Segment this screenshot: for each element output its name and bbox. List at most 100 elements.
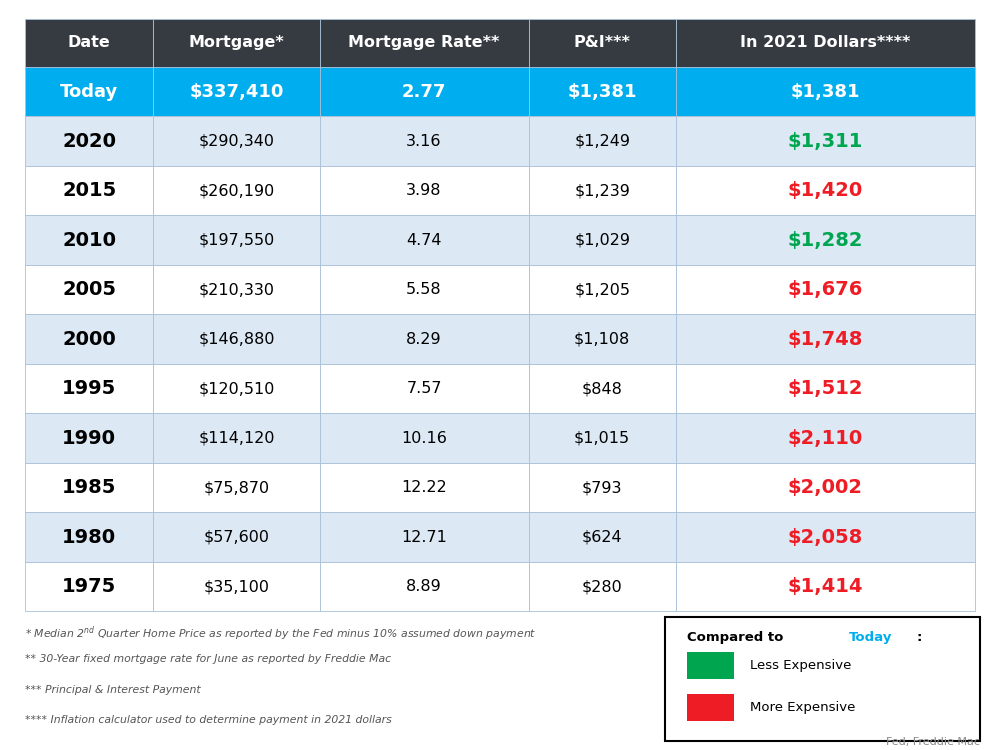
- Text: $2,058: $2,058: [788, 527, 863, 547]
- Text: Compared to: Compared to: [687, 631, 788, 644]
- Bar: [676, 562, 975, 611]
- Bar: [25, 19, 153, 67]
- Text: 1985: 1985: [62, 478, 116, 497]
- Bar: [25, 314, 153, 364]
- Bar: [320, 67, 528, 116]
- Text: 1990: 1990: [62, 428, 116, 448]
- Text: * Median 2$^{nd}$ Quarter Home Price as reported by the Fed minus 10% assumed do: * Median 2$^{nd}$ Quarter Home Price as …: [25, 624, 537, 643]
- Bar: [25, 512, 153, 562]
- Bar: [25, 265, 153, 314]
- Bar: [676, 265, 975, 314]
- Bar: [528, 166, 676, 215]
- Text: $290,340: $290,340: [198, 134, 274, 148]
- Text: 2000: 2000: [62, 329, 116, 349]
- Text: $1,205: $1,205: [574, 282, 630, 297]
- Text: Date: Date: [68, 35, 110, 50]
- Bar: [153, 463, 320, 512]
- Bar: [528, 265, 676, 314]
- Text: $1,676: $1,676: [788, 280, 863, 299]
- Text: 2015: 2015: [62, 182, 116, 200]
- Text: $793: $793: [582, 480, 622, 495]
- Bar: [676, 67, 975, 116]
- Text: $280: $280: [582, 579, 622, 594]
- Text: $1,108: $1,108: [574, 332, 630, 346]
- Text: Mortgage Rate**: Mortgage Rate**: [348, 35, 500, 50]
- Text: $2,002: $2,002: [788, 478, 863, 497]
- Text: Mortgage*: Mortgage*: [188, 35, 284, 50]
- Text: $1,029: $1,029: [574, 232, 630, 248]
- Text: $1,311: $1,311: [788, 132, 863, 151]
- Bar: [676, 364, 975, 413]
- Text: $197,550: $197,550: [198, 232, 274, 248]
- Text: Today: Today: [849, 631, 893, 644]
- Text: 3.16: 3.16: [406, 134, 442, 148]
- Text: $1,414: $1,414: [788, 577, 863, 596]
- Text: P&I***: P&I***: [574, 35, 631, 50]
- Text: 1975: 1975: [62, 577, 116, 596]
- Bar: [320, 463, 528, 512]
- Bar: [153, 314, 320, 364]
- Bar: [528, 364, 676, 413]
- Bar: [320, 166, 528, 215]
- Bar: [528, 413, 676, 463]
- Text: 1980: 1980: [62, 527, 116, 547]
- Bar: [25, 67, 153, 116]
- Text: Today: Today: [60, 82, 118, 100]
- Text: 2.77: 2.77: [402, 82, 446, 100]
- Bar: [320, 562, 528, 611]
- Bar: [25, 413, 153, 463]
- Bar: [676, 116, 975, 166]
- Text: 2020: 2020: [62, 132, 116, 151]
- Text: 2005: 2005: [62, 280, 116, 299]
- Bar: [320, 19, 528, 67]
- Bar: [676, 314, 975, 364]
- Text: $1,748: $1,748: [788, 329, 863, 349]
- Text: $337,410: $337,410: [189, 82, 284, 100]
- Text: $146,880: $146,880: [198, 332, 275, 346]
- Text: 12.22: 12.22: [401, 480, 447, 495]
- Bar: [320, 215, 528, 265]
- Bar: [687, 694, 734, 722]
- Bar: [528, 562, 676, 611]
- Text: In 2021 Dollars****: In 2021 Dollars****: [740, 35, 911, 50]
- Text: Fed, Freddie Mac: Fed, Freddie Mac: [886, 737, 980, 748]
- Bar: [153, 19, 320, 67]
- Bar: [153, 67, 320, 116]
- Text: $1,282: $1,282: [788, 230, 863, 250]
- Bar: [320, 413, 528, 463]
- Text: More Expensive: More Expensive: [750, 701, 855, 714]
- Text: ** 30-Year fixed mortgage rate for June as reported by Freddie Mac: ** 30-Year fixed mortgage rate for June …: [25, 654, 391, 664]
- Bar: [320, 364, 528, 413]
- Bar: [528, 314, 676, 364]
- Bar: [676, 215, 975, 265]
- Bar: [153, 166, 320, 215]
- Text: 12.71: 12.71: [401, 530, 447, 544]
- Bar: [676, 463, 975, 512]
- Text: $1,512: $1,512: [788, 379, 863, 398]
- Text: :: :: [917, 631, 922, 644]
- Text: $1,239: $1,239: [574, 183, 630, 198]
- Text: 3.98: 3.98: [406, 183, 442, 198]
- Text: $260,190: $260,190: [198, 183, 274, 198]
- Text: $624: $624: [582, 530, 622, 544]
- Bar: [25, 215, 153, 265]
- Text: $114,120: $114,120: [198, 430, 275, 445]
- Text: Less Expensive: Less Expensive: [750, 659, 851, 672]
- Text: $1,015: $1,015: [574, 430, 630, 445]
- Text: *** Principal & Interest Payment: *** Principal & Interest Payment: [25, 685, 201, 694]
- Bar: [153, 364, 320, 413]
- Bar: [676, 19, 975, 67]
- Bar: [25, 116, 153, 166]
- Bar: [153, 512, 320, 562]
- Text: 5.58: 5.58: [406, 282, 442, 297]
- Bar: [528, 67, 676, 116]
- Bar: [676, 413, 975, 463]
- Text: 7.57: 7.57: [406, 381, 442, 396]
- Bar: [153, 265, 320, 314]
- Text: $210,330: $210,330: [198, 282, 274, 297]
- Bar: [676, 512, 975, 562]
- Text: $35,100: $35,100: [203, 579, 269, 594]
- Text: **** Inflation calculator used to determine payment in 2021 dollars: **** Inflation calculator used to determ…: [25, 715, 392, 724]
- Bar: [528, 512, 676, 562]
- Text: 1995: 1995: [62, 379, 116, 398]
